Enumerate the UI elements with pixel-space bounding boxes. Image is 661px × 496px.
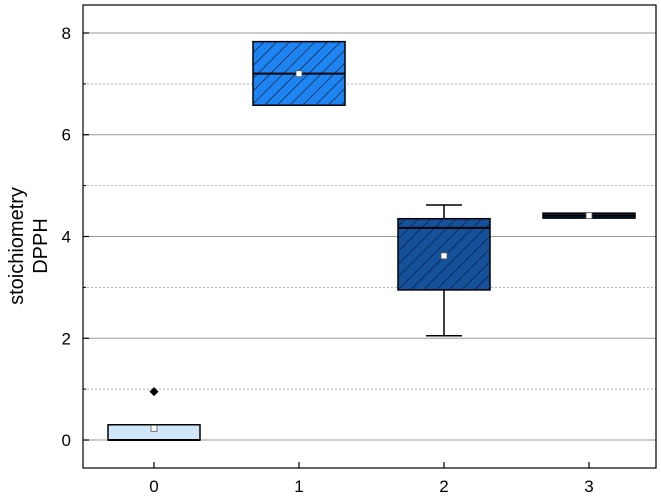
x-tick-label: 2	[439, 477, 448, 496]
y-tick-label: 2	[62, 329, 71, 348]
mean-marker	[440, 252, 448, 260]
x-tick-label: 1	[294, 477, 303, 496]
y-tick-label: 4	[62, 228, 71, 247]
y-tick-label: 8	[62, 24, 71, 43]
axes: 0 2 4 6 8 0 1 2 3	[62, 24, 594, 496]
y-axis-label-line2: DPPH	[30, 218, 52, 274]
mean-marker	[295, 70, 303, 78]
mean-marker	[585, 212, 593, 220]
box-group-2	[397, 204, 491, 337]
y-tick-label: 0	[62, 431, 71, 450]
outlier-point	[149, 387, 159, 397]
x-tick-label: 3	[584, 477, 593, 496]
box-group-3	[542, 212, 636, 220]
box-series	[107, 40, 636, 442]
mean-marker	[150, 424, 158, 432]
box-group-0	[107, 387, 201, 442]
y-tick-label: 6	[62, 126, 71, 145]
x-tick-label: 0	[149, 477, 158, 496]
y-axis-label-line1: stoichiometry	[6, 187, 28, 305]
box-group-1	[252, 40, 346, 106]
grid-lines	[83, 32, 656, 441]
